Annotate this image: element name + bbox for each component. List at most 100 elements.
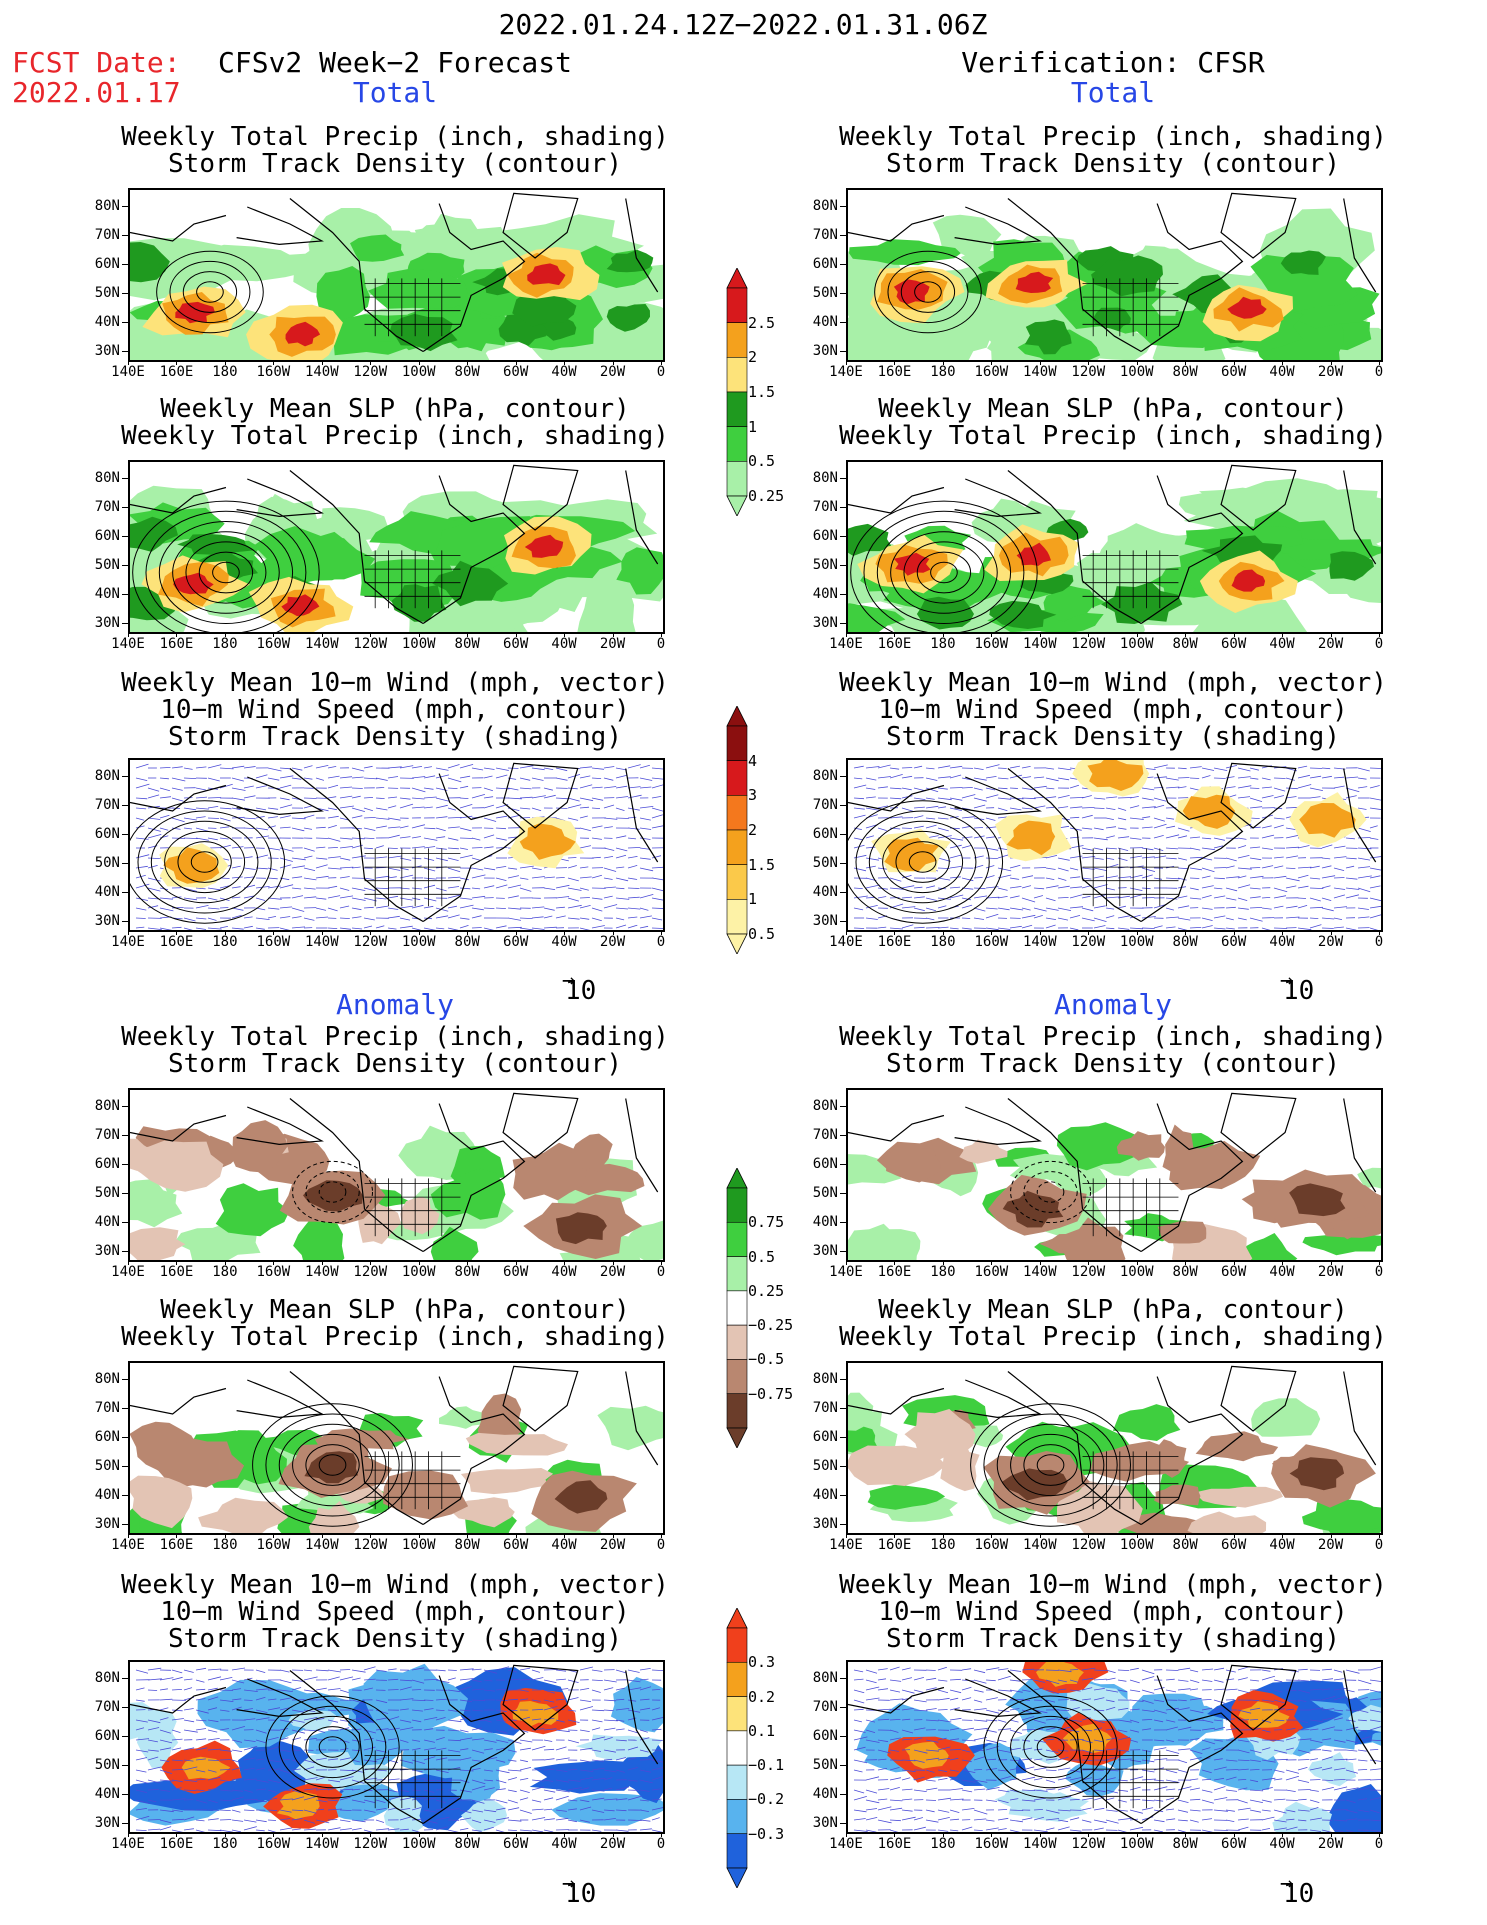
lon-tick xyxy=(661,930,662,935)
precip-anomaly-shading xyxy=(1061,1217,1126,1260)
lat-tick xyxy=(840,1736,846,1737)
lon-tick xyxy=(467,930,469,935)
map-plot xyxy=(848,1365,1381,1533)
lon-tick-label: 60W xyxy=(502,364,529,380)
lon-tick-label: 20W xyxy=(1317,364,1344,380)
coastline xyxy=(130,1686,227,1714)
lon-tick-label: 0 xyxy=(1374,636,1384,652)
lat-tick xyxy=(122,536,128,537)
storm-anomaly-shading xyxy=(1065,1760,1124,1797)
slp-contour xyxy=(198,551,254,594)
panel-title-line: Storm Track Density (contour) xyxy=(886,149,1340,179)
lon-tick xyxy=(1185,632,1187,637)
precip-shading xyxy=(848,603,906,632)
lon-tick-label: 140E xyxy=(829,1836,863,1852)
anomaly-contour xyxy=(996,1423,1105,1507)
coastline xyxy=(236,1092,579,1253)
lon-tick xyxy=(846,632,847,637)
panel-title-line: Weekly Total Precip (inch, shading) xyxy=(839,1322,1387,1352)
colorbar-swatch xyxy=(726,1661,748,1697)
lat-tick-label: 60N xyxy=(94,1156,120,1172)
precip-anomaly-shading xyxy=(1056,1122,1136,1171)
precip-anomaly-shading xyxy=(1119,1512,1205,1533)
lon-tick-label: 160E xyxy=(159,1537,194,1553)
map-panel-aslp-forecast xyxy=(128,1361,665,1535)
lon-tick xyxy=(991,1832,993,1837)
lon-tick-label: 120W xyxy=(1071,364,1106,380)
lon-tick xyxy=(515,360,517,365)
lat-tick-label: 30N xyxy=(812,1815,838,1831)
lat-tick xyxy=(122,1106,128,1107)
lat-tick-label: 70N xyxy=(812,227,838,243)
lon-tick xyxy=(418,632,420,637)
lat-tick-label: 50N xyxy=(94,1458,120,1474)
coastline xyxy=(236,464,579,625)
lon-tick xyxy=(894,1832,896,1837)
slp-contour xyxy=(890,531,998,614)
lon-tick-label: 100W xyxy=(401,1264,436,1280)
lon-tick-label: 0 xyxy=(1374,1264,1384,1280)
panel-title-line: Weekly Mean SLP (hPa, contour) xyxy=(878,394,1348,424)
lon-tick-label: 180 xyxy=(212,1836,238,1852)
lat-tick-label: 40N xyxy=(94,884,120,900)
lon-tick-label: 100W xyxy=(1119,364,1154,380)
lon-tick xyxy=(176,930,178,935)
lon-tick-label: 0 xyxy=(656,1264,666,1280)
lon-tick xyxy=(612,930,614,935)
lon-tick-label: 160W xyxy=(974,1537,1009,1553)
colorbar-cap xyxy=(726,933,748,955)
lon-tick xyxy=(1088,360,1090,365)
lat-tick xyxy=(840,536,846,537)
storm-contour xyxy=(914,281,942,303)
lat-tick-label: 30N xyxy=(94,913,120,929)
section-anomaly-right: Anomaly xyxy=(1053,988,1173,1021)
lat-tick xyxy=(122,1466,128,1467)
coastline xyxy=(236,192,579,353)
lon-tick xyxy=(1282,1260,1284,1265)
precip-anomaly-shading xyxy=(439,1406,488,1429)
lon-tick-label: 140W xyxy=(304,364,339,380)
panel-title-line: Weekly Total Precip (inch, shading) xyxy=(839,421,1387,451)
lat-tick xyxy=(840,1794,846,1795)
wind-speed-contour xyxy=(305,1726,360,1768)
lon-tick-label: 40W xyxy=(1269,1836,1295,1852)
lon-tick xyxy=(1233,930,1235,935)
lon-tick xyxy=(991,930,993,935)
lon-tick xyxy=(128,632,129,637)
lat-tick-label: 50N xyxy=(812,1458,838,1474)
colorbar-swatch xyxy=(726,461,748,497)
lon-tick-label: 40W xyxy=(551,934,577,950)
lon-tick xyxy=(467,1832,469,1837)
wind-speed-contour xyxy=(292,1715,374,1779)
lon-tick xyxy=(418,1832,420,1837)
lat-tick xyxy=(122,1794,128,1795)
lon-tick xyxy=(1330,930,1332,935)
lon-tick xyxy=(1088,632,1090,637)
coastline xyxy=(625,198,659,293)
storm-anomaly-shading xyxy=(400,1725,516,1779)
colorbar-swatch xyxy=(726,426,748,462)
lon-tick-label: 100W xyxy=(1119,1836,1154,1852)
lon-tick xyxy=(661,1533,662,1538)
lat-tick xyxy=(122,507,128,508)
precip-shading xyxy=(1280,250,1326,275)
state-borders xyxy=(1082,1178,1179,1237)
colorbar-swatch xyxy=(726,1359,748,1395)
state-borders xyxy=(1082,1451,1179,1510)
lat-tick-label: 70N xyxy=(812,1127,838,1143)
lon-tick xyxy=(176,360,178,365)
colorbar-swatch xyxy=(726,1799,748,1835)
wind-speed-contour xyxy=(278,1705,387,1789)
lon-tick-label: 100W xyxy=(1119,636,1154,652)
lon-tick xyxy=(1136,930,1138,935)
lon-tick-label: 180 xyxy=(930,1264,956,1280)
lat-tick xyxy=(122,565,128,566)
state-borders xyxy=(364,278,461,337)
precip-anomaly-shading xyxy=(1197,1486,1283,1508)
colorbar-storm-anom: 0.3 0.2 0.1 −0.1 −0.2 −0.3 xyxy=(722,1607,802,1889)
colorbar-swatch xyxy=(726,725,748,761)
lon-tick xyxy=(1379,1832,1380,1837)
precip-anomaly-shading xyxy=(1251,1398,1321,1437)
lon-tick xyxy=(418,930,420,935)
lon-tick-label: 0 xyxy=(656,934,666,950)
